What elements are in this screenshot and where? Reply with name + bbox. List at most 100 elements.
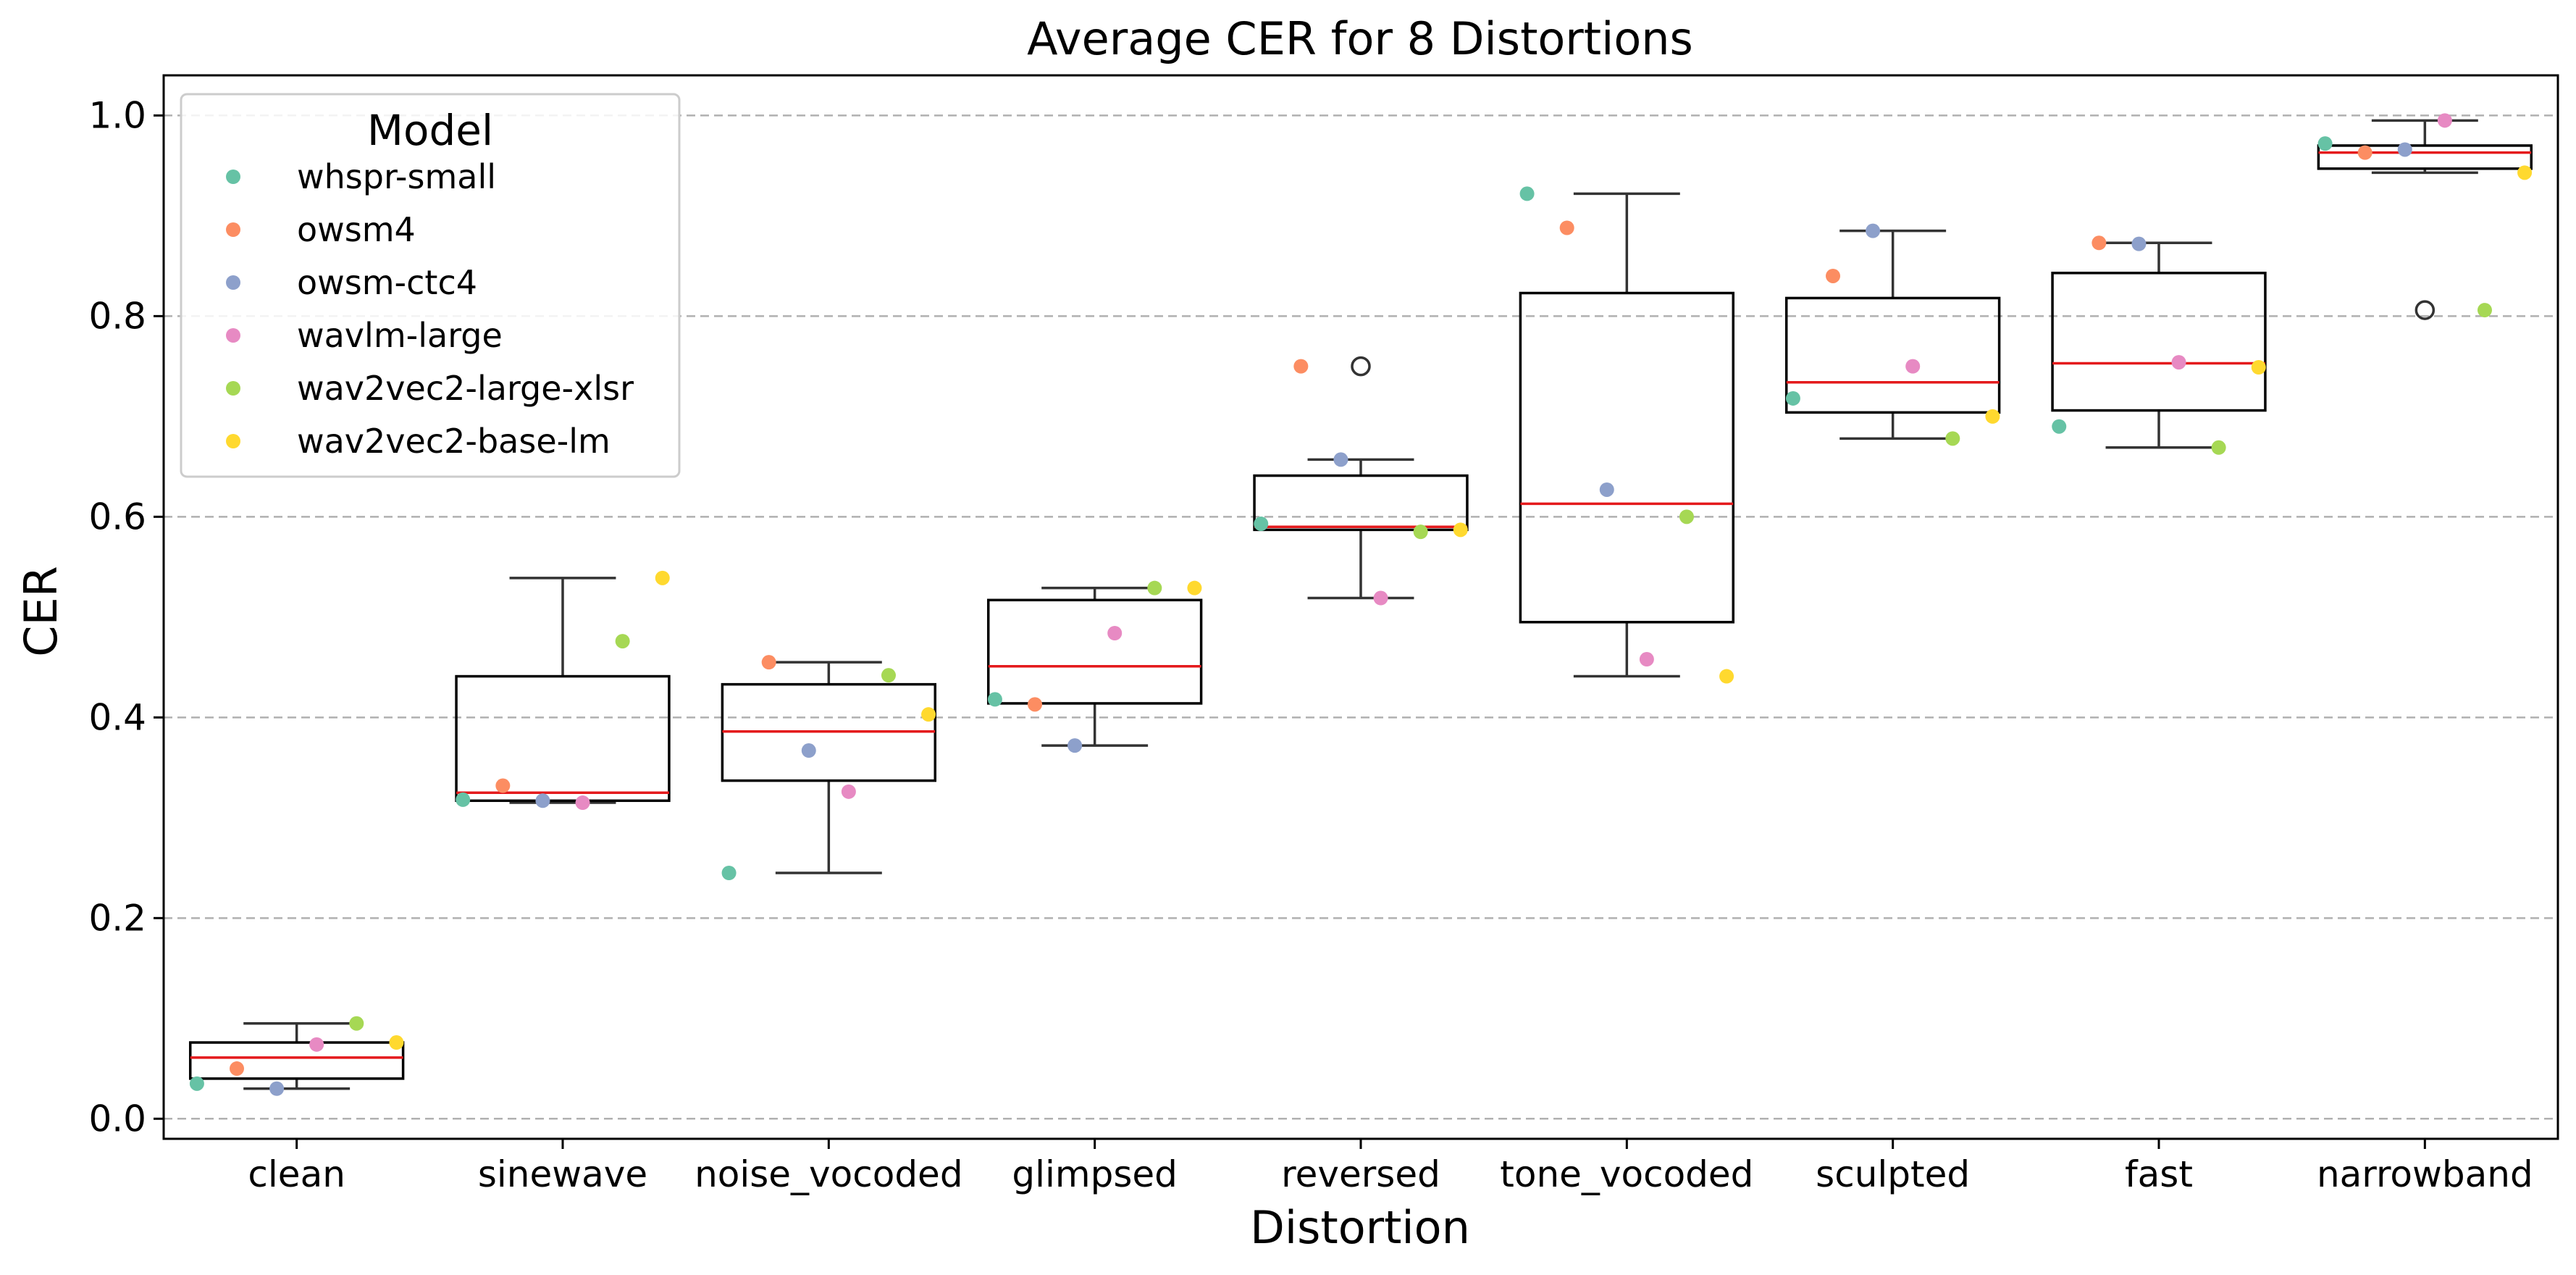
- data-point: [841, 784, 856, 799]
- data-point: [2251, 360, 2266, 375]
- data-point: [2211, 440, 2226, 455]
- data-point: [801, 743, 816, 758]
- box-group: [1253, 356, 1469, 600]
- data-point: [721, 866, 737, 880]
- legend-marker: [226, 381, 240, 396]
- data-point: [655, 570, 670, 585]
- iqr-box: [2051, 272, 2267, 412]
- data-point: [2437, 113, 2452, 128]
- data-point: [1413, 524, 1428, 540]
- legend-title: Model: [367, 106, 493, 155]
- data-point: [1679, 509, 1694, 524]
- x-tick-label: sculpted: [1816, 1153, 1970, 1195]
- data-point: [2397, 142, 2412, 157]
- iqr-box: [986, 598, 1203, 705]
- legend-marker: [226, 275, 240, 290]
- box-group: [455, 577, 671, 804]
- iqr-box: [1253, 474, 1469, 532]
- data-point: [921, 707, 936, 722]
- data-point: [1826, 268, 1841, 283]
- data-point: [269, 1081, 285, 1096]
- data-point: [1719, 669, 1734, 684]
- legend-marker: [226, 434, 240, 448]
- plot-frame: [162, 74, 2559, 1140]
- x-axis-label: Distortion: [1250, 1201, 1470, 1254]
- y-tick-label: 0.4: [88, 696, 146, 738]
- data-point: [1028, 697, 1043, 712]
- box-group: [721, 661, 937, 874]
- box-group: [986, 586, 1203, 747]
- y-axis-label: CER: [14, 566, 67, 657]
- data-point: [535, 793, 550, 808]
- data-point: [1599, 482, 1614, 497]
- x-tick-label: narrowband: [2317, 1153, 2533, 1195]
- x-tick-label: glimpsed: [1012, 1153, 1178, 1195]
- data-point: [2357, 145, 2372, 160]
- legend-marker: [226, 170, 240, 184]
- data-point: [1293, 359, 1309, 374]
- iqr-box: [2317, 144, 2533, 170]
- data-point: [1373, 590, 1388, 606]
- data-point: [1107, 626, 1123, 641]
- box-group: [1784, 229, 2001, 440]
- y-tick-label: 0.8: [88, 295, 146, 337]
- data-point: [1905, 359, 1921, 374]
- data-point: [1519, 186, 1535, 201]
- legend-marker: [226, 222, 240, 237]
- outlier-marker: [1351, 356, 1371, 377]
- data-point: [987, 692, 1002, 707]
- iqr-box: [1784, 296, 2001, 414]
- x-tick-label: fast: [2125, 1153, 2193, 1195]
- y-tick-label: 0.6: [88, 496, 146, 538]
- data-point: [1187, 580, 1202, 595]
- data-point: [456, 792, 471, 807]
- chart-title: Average CER for 8 Distortions: [1027, 12, 1693, 65]
- legend-label: owsm4: [297, 210, 416, 249]
- data-point: [1254, 517, 1269, 532]
- data-point: [1866, 223, 1881, 238]
- legend-frame: [180, 93, 681, 478]
- data-point: [761, 655, 776, 670]
- data-point: [1785, 390, 1800, 406]
- x-tick-label: noise_vocoded: [695, 1153, 962, 1195]
- data-point: [1639, 652, 1654, 667]
- box-group: [1519, 192, 1735, 678]
- iqr-box: [455, 674, 671, 803]
- outlier-marker: [2415, 300, 2436, 320]
- legend-label: wav2vec2-base-lm: [297, 422, 611, 461]
- data-point: [1453, 522, 1468, 538]
- data-point: [2171, 355, 2186, 370]
- data-point: [615, 634, 630, 649]
- x-tick-label: clean: [248, 1153, 345, 1195]
- data-point: [1067, 738, 1083, 753]
- legend-label: wavlm-large: [297, 316, 503, 355]
- y-tick-label: 0.2: [88, 897, 146, 939]
- data-point: [495, 778, 511, 793]
- legend-marker: [226, 328, 240, 343]
- data-point: [1945, 431, 1960, 446]
- data-point: [309, 1037, 324, 1052]
- box-group: [188, 1021, 405, 1090]
- legend-label: owsm-ctc4: [297, 263, 477, 302]
- data-point: [189, 1076, 204, 1091]
- data-point: [2052, 419, 2067, 434]
- x-tick-label: sinewave: [478, 1153, 647, 1195]
- legend-label: wav2vec2-large-xlsr: [297, 369, 634, 408]
- data-point: [2092, 235, 2107, 251]
- data-point: [1333, 452, 1348, 467]
- data-point: [349, 1016, 364, 1031]
- x-tick-label: reversed: [1281, 1153, 1440, 1195]
- y-tick-label: 0.0: [88, 1098, 146, 1140]
- data-point: [230, 1061, 245, 1077]
- iqr-box: [188, 1041, 405, 1080]
- data-point: [2517, 165, 2533, 180]
- data-point: [881, 668, 896, 683]
- data-point: [2131, 236, 2147, 251]
- data-point: [575, 795, 590, 811]
- data-point: [2477, 303, 2492, 318]
- x-tick-label: tone_vocoded: [1500, 1153, 1753, 1195]
- box-group: [2317, 119, 2533, 320]
